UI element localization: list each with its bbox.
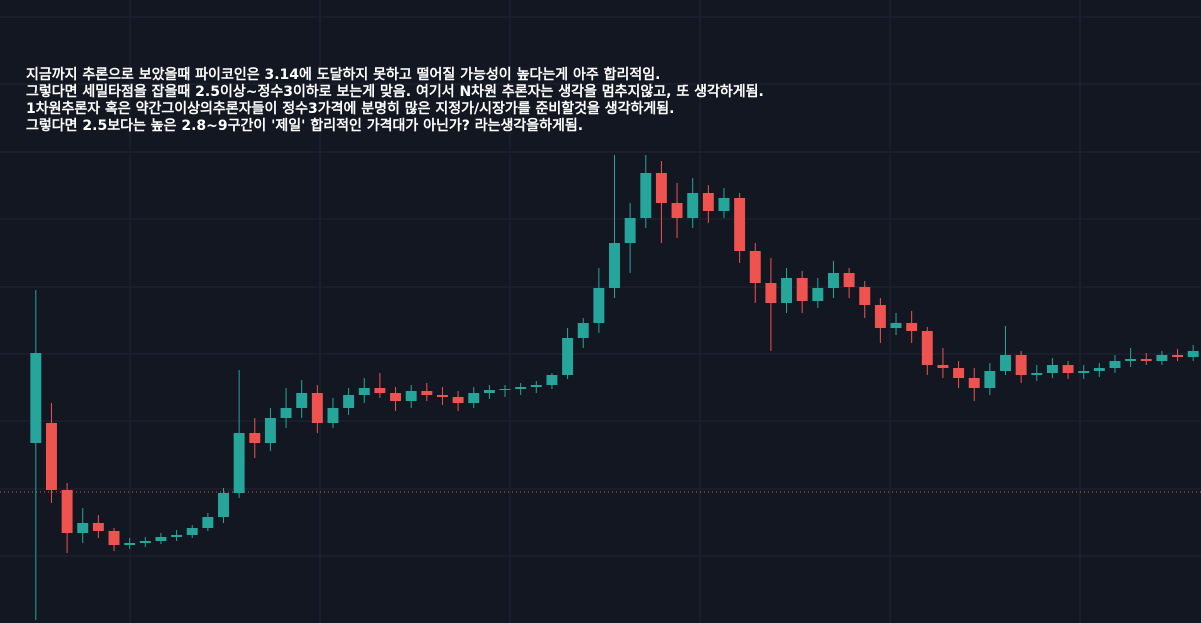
candle-body: [233, 433, 245, 493]
candle-body: [280, 408, 292, 418]
candle-body: [390, 393, 402, 401]
candle-body: [968, 378, 980, 388]
candle-body: [327, 408, 339, 423]
candle-body: [953, 368, 965, 378]
candle-body: [264, 418, 276, 443]
candle-body: [468, 393, 480, 403]
candle-body: [186, 528, 198, 535]
candle-body: [1140, 359, 1152, 361]
candle-body: [249, 433, 261, 443]
candle-body: [1156, 355, 1168, 361]
candle-body: [687, 193, 699, 218]
candle-body: [812, 288, 824, 301]
candle-body: [1172, 355, 1184, 357]
candle-body: [92, 523, 104, 531]
candle-body: [546, 375, 558, 385]
candle-body: [139, 541, 151, 543]
candle-body: [202, 517, 214, 528]
candle-body: [702, 193, 714, 211]
candle-body: [890, 323, 902, 328]
candle-body: [921, 331, 933, 365]
candle-body: [218, 493, 229, 517]
candle-body: [311, 393, 323, 423]
candle-body: [859, 287, 871, 305]
candle-body: [1062, 365, 1074, 373]
candle-body: [874, 305, 886, 328]
candle-body: [499, 389, 511, 390]
candle-body: [108, 531, 120, 545]
candle-body: [1000, 355, 1011, 371]
candle-body: [1125, 359, 1137, 361]
candle-body: [483, 390, 495, 393]
candle-body: [1078, 371, 1090, 373]
candle-body: [530, 385, 542, 387]
candle-body: [718, 198, 730, 211]
candle-body: [671, 203, 683, 218]
candle-body: [655, 173, 667, 203]
annotation-line: 지금까지 추론으로 보았을때 파이코인은 3.14에 도달하지 못하고 떨어질 …: [26, 66, 660, 83]
candle-body: [781, 278, 793, 303]
candle-body: [577, 323, 589, 338]
candle-body: [984, 371, 996, 388]
candle-body: [374, 388, 386, 393]
candle-body: [640, 173, 652, 218]
candle-body: [1031, 373, 1043, 375]
candle-body: [593, 288, 605, 323]
candle-body: [171, 535, 183, 537]
candle-body: [827, 273, 839, 288]
candle-body: [452, 397, 464, 403]
candles: [30, 155, 1199, 620]
candle-body: [1046, 365, 1058, 373]
candle-body: [45, 423, 57, 490]
candle-body: [562, 338, 574, 375]
candle-body: [436, 395, 448, 397]
horizontal-grid: [0, 16, 1201, 557]
candle-body: [77, 523, 89, 533]
annotation-line: 그렇다면 2.5보다는 높은 2.8~9구간이 '제일' 합리적인 가격대가 아…: [26, 117, 583, 134]
candle-body: [937, 365, 949, 368]
candle-body: [421, 391, 433, 395]
candle-body: [1109, 361, 1121, 368]
annotations: 지금까지 추론으로 보았을때 파이코인은 3.14에 도달하지 못하고 떨어질 …: [26, 66, 764, 134]
candle-body: [343, 395, 355, 408]
candle-body: [155, 537, 167, 541]
annotation-line: 그렇다면 세밀타점을 잡을때 2.5이상~정수3이하로 보는게 맞음. 여기서 …: [26, 83, 764, 100]
candle-body: [734, 198, 746, 251]
candle-body: [906, 323, 918, 331]
candle-body: [624, 218, 636, 243]
vertical-grid: [129, 0, 1081, 623]
candle-body: [61, 490, 73, 533]
candle-body: [609, 243, 620, 288]
candle-body: [515, 387, 527, 389]
candle-body: [1187, 351, 1199, 357]
candle-body: [405, 391, 417, 401]
candle-body: [358, 388, 370, 395]
candle-body: [1015, 355, 1027, 375]
candle-body: [124, 543, 136, 545]
candle-body: [843, 273, 855, 287]
candle-body: [749, 251, 761, 283]
candle-body: [296, 393, 308, 408]
annotation-line: 1차원추론자 혹은 약간그이상의추론자들이 정수3가격에 분명히 많은 지정가/…: [26, 100, 675, 117]
candle-body: [796, 278, 808, 301]
candle-body: [1093, 368, 1105, 371]
candle-body: [30, 353, 42, 443]
candle-body: [765, 283, 777, 303]
